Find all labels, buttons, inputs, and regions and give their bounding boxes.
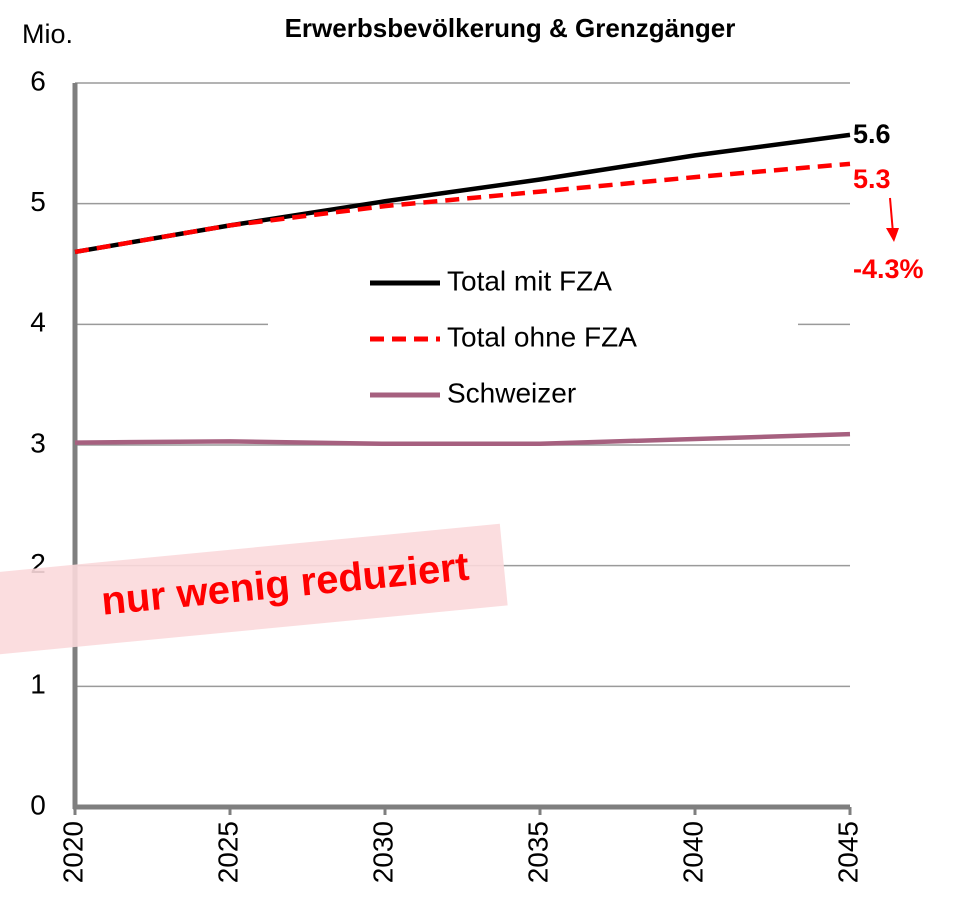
x-tick-label: 2045 — [832, 821, 863, 883]
annotation: 5.3 — [853, 164, 891, 194]
legend-label: Schweizer — [447, 377, 576, 408]
y-tick-label: 6 — [30, 65, 46, 96]
series-line — [74, 431, 851, 447]
legend-label: Total mit FZA — [447, 265, 612, 296]
y-tick-label: 5 — [30, 186, 46, 217]
y-tick-label: 0 — [30, 789, 46, 820]
y-tick-label: 3 — [30, 427, 46, 458]
x-tick-label: 2035 — [522, 821, 553, 883]
annotation: -4.3% — [853, 254, 924, 284]
series-line — [74, 161, 851, 255]
legend-label: Total ohne FZA — [447, 321, 637, 352]
x-tick-label: 2025 — [212, 821, 243, 883]
annotation-arrowhead — [886, 228, 899, 242]
annotation-arrow — [889, 197, 894, 234]
annotation: 5.6 — [853, 119, 891, 149]
x-tick-label: 2030 — [367, 821, 398, 883]
series-line — [74, 132, 851, 255]
chart-title: Erwerbsbevölkerung & Grenzgänger — [285, 13, 736, 43]
banner-bg — [0, 523, 508, 658]
legend: Total mit FZA Total ohne FZA Schweizer — [268, 255, 798, 420]
x-tick-label: 2020 — [57, 821, 88, 883]
banner: nur wenig reduziert — [0, 523, 508, 658]
y-tick-label: 1 — [30, 669, 46, 700]
y-unit: Mio. — [22, 19, 73, 49]
y-tick-label: 4 — [30, 307, 46, 338]
x-tick-label: 2040 — [677, 821, 708, 883]
legend-bg — [268, 255, 798, 420]
